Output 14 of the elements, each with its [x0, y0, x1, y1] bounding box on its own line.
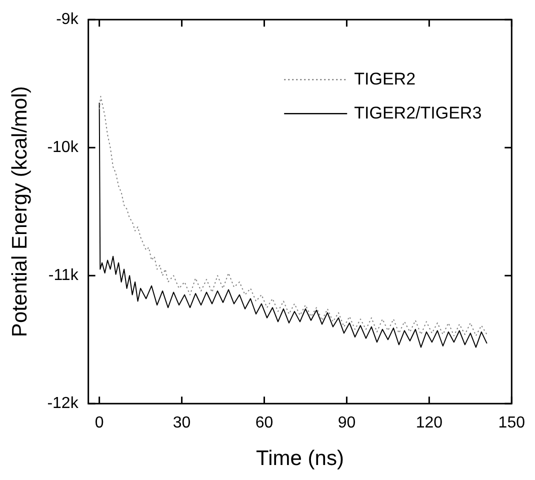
y-tick-label: -12k	[47, 395, 80, 412]
x-axis-title: Time (ns)	[256, 447, 344, 470]
x-tick-label: 150	[498, 414, 526, 432]
y-tick-label: -10k	[47, 139, 80, 156]
legend-label: TIGER2	[354, 69, 416, 88]
y-axis-title: Potential Energy (kcal/mol)	[8, 86, 32, 338]
x-tick-label: 90	[338, 414, 356, 432]
x-tick-label: 120	[416, 414, 443, 432]
y-tick-label: -11k	[48, 267, 80, 284]
legend-label: TIGER2/TIGER3	[354, 103, 482, 122]
y-tick-label: -9k	[56, 11, 80, 28]
x-tick-label: 60	[255, 414, 274, 432]
x-tick-label: 30	[172, 414, 191, 432]
x-tick-label: 0	[94, 414, 104, 432]
